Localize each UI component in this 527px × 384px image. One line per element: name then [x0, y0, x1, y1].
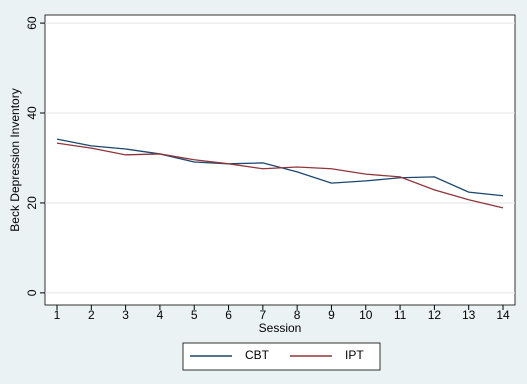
- x-tick-label: 14: [496, 308, 510, 322]
- legend-label: IPT: [345, 348, 364, 362]
- plot-area: [44, 14, 516, 306]
- x-tick-label: 9: [328, 308, 335, 322]
- x-tick-label: 6: [225, 308, 232, 322]
- y-tick-label: 40: [25, 106, 39, 120]
- x-tick-label: 12: [428, 308, 442, 322]
- x-axis-title: Session: [259, 321, 302, 335]
- x-tick-label: 2: [88, 308, 95, 322]
- x-tick-label: 7: [260, 308, 267, 322]
- x-tick-label: 8: [294, 308, 301, 322]
- y-axis-title: Beck Depression Inventory: [8, 88, 22, 231]
- y-tick-label: 20: [25, 196, 39, 210]
- x-tick-label: 1: [54, 308, 61, 322]
- y-tick-label: 60: [25, 16, 39, 30]
- x-tick-label: 4: [157, 308, 164, 322]
- x-tick-label: 3: [122, 308, 129, 322]
- x-tick-label: 13: [462, 308, 476, 322]
- legend-label: CBT: [245, 348, 270, 362]
- x-tick-label: 10: [359, 308, 373, 322]
- x-tick-label: 5: [191, 308, 198, 322]
- y-tick-label: 0: [25, 289, 39, 296]
- x-tick-label: 11: [394, 308, 407, 322]
- series-line: [56, 142, 504, 209]
